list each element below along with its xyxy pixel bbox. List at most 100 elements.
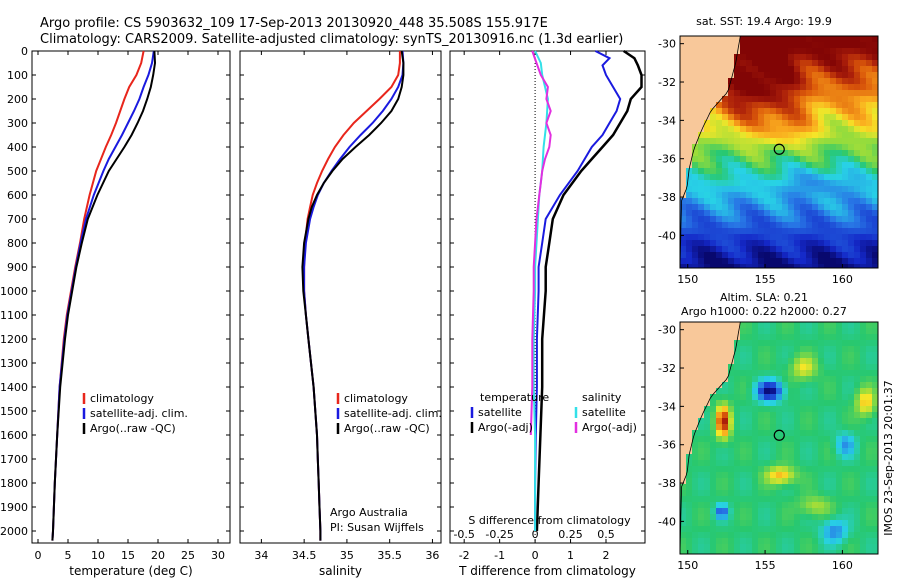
map-cell: [752, 406, 758, 412]
map-cell: [710, 436, 716, 442]
map-cell: [836, 370, 842, 376]
map-cell: [800, 328, 806, 334]
map-cell: [842, 370, 848, 376]
map-cell: [692, 550, 698, 554]
map-cell: [728, 228, 734, 234]
map-cell: [734, 412, 740, 418]
map-cell: [812, 550, 818, 554]
map-cell: [860, 502, 866, 508]
map-cell: [854, 108, 860, 114]
map-cell: [752, 42, 758, 48]
map-cell: [728, 382, 734, 388]
map-cell: [734, 48, 740, 54]
map-cell: [770, 264, 776, 268]
map-cell: [842, 508, 848, 514]
map-cell: [686, 496, 692, 502]
map-cell: [824, 162, 830, 168]
map-cell: [776, 460, 782, 466]
map-cell: [704, 264, 710, 268]
map-cell: [746, 388, 752, 394]
map-cell: [680, 36, 686, 42]
map-cell: [752, 192, 758, 198]
map-cell: [722, 168, 728, 174]
map-cell: [692, 48, 698, 54]
map-cell: [752, 84, 758, 90]
map-cell: [818, 48, 824, 54]
map-cell: [680, 96, 686, 102]
map-cell: [698, 328, 704, 334]
map-cell: [782, 228, 788, 234]
map-cell: [824, 412, 830, 418]
map-cell: [836, 526, 842, 532]
map-cell: [836, 538, 842, 544]
map-cell: [728, 108, 734, 114]
map-cell: [788, 412, 794, 418]
map-cell: [872, 72, 878, 78]
map-cell: [818, 102, 824, 108]
map-cell: [812, 448, 818, 454]
map-cell: [704, 400, 710, 406]
map-cell: [812, 538, 818, 544]
map-cell: [836, 138, 842, 144]
map-cell: [686, 550, 692, 554]
map-cell: [758, 204, 764, 210]
map-cell: [872, 144, 878, 150]
map-cell: [836, 454, 842, 460]
map-cell: [800, 48, 806, 54]
map-cell: [722, 508, 728, 514]
map-cell: [812, 544, 818, 550]
map-cell: [680, 162, 686, 168]
map-cell: [680, 340, 686, 346]
map-cell: [770, 204, 776, 210]
map-cell: [776, 526, 782, 532]
map-cell: [698, 472, 704, 478]
map-cell: [800, 442, 806, 448]
map-cell: [806, 454, 812, 460]
map-cell: [794, 346, 800, 352]
map-cell: [764, 36, 770, 42]
map-cell: [740, 484, 746, 490]
map-cell: [872, 496, 878, 502]
x-tick-label: 36: [425, 549, 439, 562]
map-cell: [746, 406, 752, 412]
map-cell: [686, 180, 692, 186]
map-cell: [866, 490, 872, 496]
map-cell: [848, 54, 854, 60]
map-cell: [716, 252, 722, 258]
map-cell: [680, 520, 686, 526]
map-cell: [692, 340, 698, 346]
map-cell: [752, 138, 758, 144]
map-cell: [800, 484, 806, 490]
map-cell: [788, 156, 794, 162]
map-cell: [746, 60, 752, 66]
plot-frame: [31, 50, 231, 544]
map-cell: [770, 66, 776, 72]
map-cell: [764, 162, 770, 168]
map-cell: [824, 138, 830, 144]
map-cell: [698, 96, 704, 102]
map-cell: [842, 120, 848, 126]
map-cell: [704, 36, 710, 42]
map-cell: [770, 484, 776, 490]
map-cell: [806, 460, 812, 466]
map-cell: [812, 198, 818, 204]
map-cell: [734, 42, 740, 48]
map-cell: [734, 388, 740, 394]
map-cell: [794, 412, 800, 418]
map-cell: [860, 406, 866, 412]
map-cell: [716, 168, 722, 174]
map-cell: [812, 352, 818, 358]
map-cell: [806, 66, 812, 72]
map-cell: [860, 54, 866, 60]
map-cell: [842, 252, 848, 258]
map-cell: [854, 322, 860, 328]
map-cell: [860, 108, 866, 114]
map-cell: [866, 364, 872, 370]
map-cell: [704, 538, 710, 544]
map-cell: [806, 198, 812, 204]
map-cell: [830, 472, 836, 478]
map-cell: [824, 460, 830, 466]
map-cell: [728, 430, 734, 436]
map-cell: [824, 424, 830, 430]
argo-location-marker: [773, 143, 785, 155]
